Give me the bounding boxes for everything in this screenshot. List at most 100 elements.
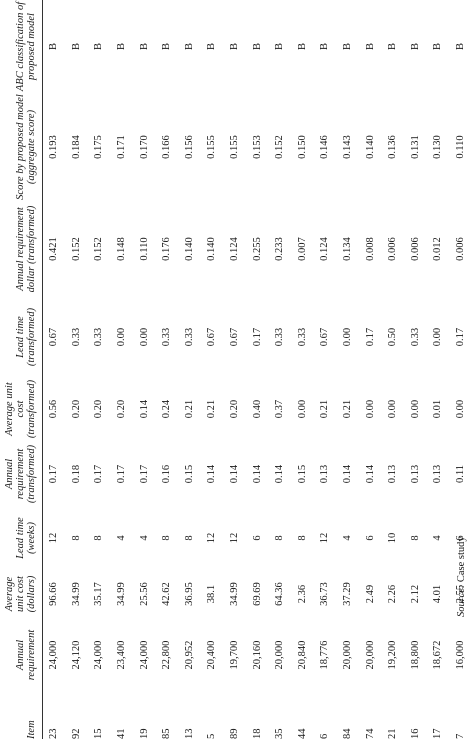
cell-average-unit-cost: 2.49 [364, 584, 376, 604]
header-annual-requirement-transformed: Annual requirement (transformed) [4, 444, 37, 504]
cell-average-unit-cost: 4.01 [432, 584, 444, 604]
table-row: 16 18,800 2.12 8 0.13 0.00 0.33 0.006 0.131 B [405, 0, 428, 739]
cell-lead-time-transformed: 0.67 [229, 327, 241, 347]
cell-abc-class: B [93, 43, 105, 51]
cell-item: 17 [432, 728, 444, 739]
table-row: 13 20,952 36.95 8 0.15 0.21 0.33 0.140 0.156 B [179, 0, 202, 739]
table-row: 44 20,840 2.36 8 0.15 0.00 0.33 0.007 0.150 B [292, 0, 315, 739]
cell-score: 0.130 [432, 135, 444, 159]
cell-average-unit-cost: 38.1 [206, 584, 218, 604]
cell-annual-requirement-transformed: 0.17 [116, 464, 128, 484]
cell-lead-time: 4 [432, 535, 444, 541]
cell-annual-requirement: 20,952 [183, 640, 195, 670]
cell-annual-requirement-dollar-transformed: 0.124 [229, 237, 241, 261]
cell-item: 85 [161, 728, 173, 739]
header-average-unit-cost-transformed: Average unit cost (transformed) [4, 379, 37, 439]
cell-abc-class: B [274, 43, 286, 51]
cell-average-unit-cost: 34.99 [229, 582, 241, 606]
cell-lead-time-transformed: 0.33 [274, 327, 286, 347]
cell-annual-requirement-transformed: 0.13 [409, 464, 421, 484]
cell-annual-requirement-dollar-transformed: 0.124 [319, 237, 331, 261]
cell-lead-time: 8 [70, 535, 82, 541]
cell-annual-requirement-transformed: 0.13 [432, 464, 444, 484]
cell-annual-requirement-transformed: 0.17 [138, 464, 150, 484]
cell-item: 19 [138, 728, 150, 739]
cell-annual-requirement-dollar-transformed: 0.140 [206, 237, 218, 261]
cell-average-unit-cost: 34.99 [116, 582, 128, 606]
table-row: 5 20,400 38.1 12 0.14 0.21 0.67 0.140 0.155 B [201, 0, 224, 739]
header-annual-requirement: Annual requirement [15, 629, 37, 681]
cell-lead-time: 8 [274, 535, 286, 541]
cell-annual-requirement-dollar-transformed: 0.152 [93, 237, 105, 261]
cell-annual-requirement: 20,400 [206, 640, 218, 670]
cell-item: 41 [116, 728, 128, 739]
cell-average-unit-cost-transformed: 0.21 [206, 399, 218, 419]
cell-abc-class: B [206, 43, 218, 51]
cell-abc-class: B [342, 43, 354, 51]
cell-annual-requirement-transformed: 0.17 [93, 464, 105, 484]
cell-annual-requirement: 18,672 [432, 640, 444, 670]
cell-average-unit-cost-transformed: 0.20 [93, 399, 105, 419]
cell-score: 0.152 [274, 135, 286, 159]
table-row: 7 16,000 2.55 6 0.11 0.00 0.17 0.006 0.110 B [450, 0, 473, 739]
cell-average-unit-cost: 34.99 [70, 582, 82, 606]
cell-average-unit-cost-transformed: 0.20 [70, 399, 82, 419]
cell-annual-requirement-transformed: 0.16 [161, 464, 173, 484]
cell-annual-requirement-transformed: 0.17 [48, 464, 60, 484]
cell-lead-time: 10 [387, 532, 399, 544]
cell-item: 15 [93, 728, 105, 739]
table-row: 17 18,672 4.01 4 0.13 0.01 0.00 0.012 0.130 B [427, 0, 450, 739]
cell-average-unit-cost-transformed: 0.40 [251, 399, 263, 419]
table-row: 92 24,120 34.99 8 0.18 0.20 0.33 0.152 0.184 B [66, 0, 89, 739]
cell-annual-requirement-dollar-transformed: 0.421 [48, 237, 60, 261]
cell-abc-class: B [409, 43, 421, 51]
cell-score: 0.143 [342, 135, 354, 159]
cell-average-unit-cost: 25.56 [138, 582, 150, 606]
cell-annual-requirement-dollar-transformed: 0.152 [70, 237, 82, 261]
cell-item: 89 [229, 728, 241, 739]
cell-item: 5 [206, 733, 218, 739]
cell-annual-requirement: 24,000 [138, 640, 150, 670]
cell-annual-requirement-transformed: 0.14 [364, 464, 376, 484]
cell-average-unit-cost-transformed: 0.01 [432, 399, 444, 419]
cell-annual-requirement-dollar-transformed: 0.008 [364, 237, 376, 261]
cell-annual-requirement: 19,200 [387, 640, 399, 670]
cell-average-unit-cost-transformed: 0.00 [409, 399, 421, 419]
cell-average-unit-cost-transformed: 0.24 [161, 399, 173, 419]
cell-lead-time: 8 [296, 535, 308, 541]
cell-annual-requirement: 20,840 [296, 640, 308, 670]
cell-annual-requirement-transformed: 0.14 [229, 464, 241, 484]
cell-lead-time: 12 [48, 532, 60, 544]
cell-lead-time-transformed: 0.33 [183, 327, 195, 347]
cell-average-unit-cost-transformed: 0.21 [319, 399, 331, 419]
cell-annual-requirement-dollar-transformed: 0.255 [251, 237, 263, 261]
table-row: 85 22,800 42.62 8 0.16 0.24 0.33 0.176 0.166 B [156, 0, 179, 739]
cell-item: 7 [454, 733, 466, 739]
cell-average-unit-cost: 69.69 [251, 582, 263, 606]
header-annual-requirement-dollar-transformed: Annual requirement dollar (transformed) [15, 205, 37, 293]
table-row: 15 24,000 35.17 8 0.17 0.20 0.33 0.152 0.175 B [88, 0, 111, 739]
cell-annual-requirement-dollar-transformed: 0.007 [296, 237, 308, 261]
cell-item: 23 [48, 728, 60, 739]
table-row: 6 18,776 36.73 12 0.13 0.21 0.67 0.124 0.146 B [314, 0, 337, 739]
cell-score: 0.175 [93, 135, 105, 159]
cell-annual-requirement: 24,120 [70, 640, 82, 670]
cell-lead-time: 12 [206, 532, 218, 544]
cell-average-unit-cost: 37.29 [342, 582, 354, 606]
cell-average-unit-cost-transformed: 0.21 [183, 399, 195, 419]
cell-score: 0.110 [454, 135, 466, 159]
cell-average-unit-cost: 36.73 [319, 582, 331, 606]
cell-lead-time: 12 [319, 532, 331, 544]
cell-annual-requirement: 23,400 [116, 640, 128, 670]
cell-score: 0.193 [48, 135, 60, 159]
cell-average-unit-cost: 42.62 [161, 582, 173, 606]
cell-lead-time-transformed: 0.00 [342, 327, 354, 347]
table-row: 84 20,000 37.29 4 0.14 0.21 0.00 0.134 0.143 B [337, 0, 360, 739]
cell-lead-time-transformed: 0.50 [387, 327, 399, 347]
cell-lead-time: 4 [342, 535, 354, 541]
cell-annual-requirement: 20,000 [274, 640, 286, 670]
cell-item: 16 [409, 728, 421, 739]
cell-annual-requirement-dollar-transformed: 0.006 [409, 237, 421, 261]
cell-average-unit-cost: 64.36 [274, 582, 286, 606]
